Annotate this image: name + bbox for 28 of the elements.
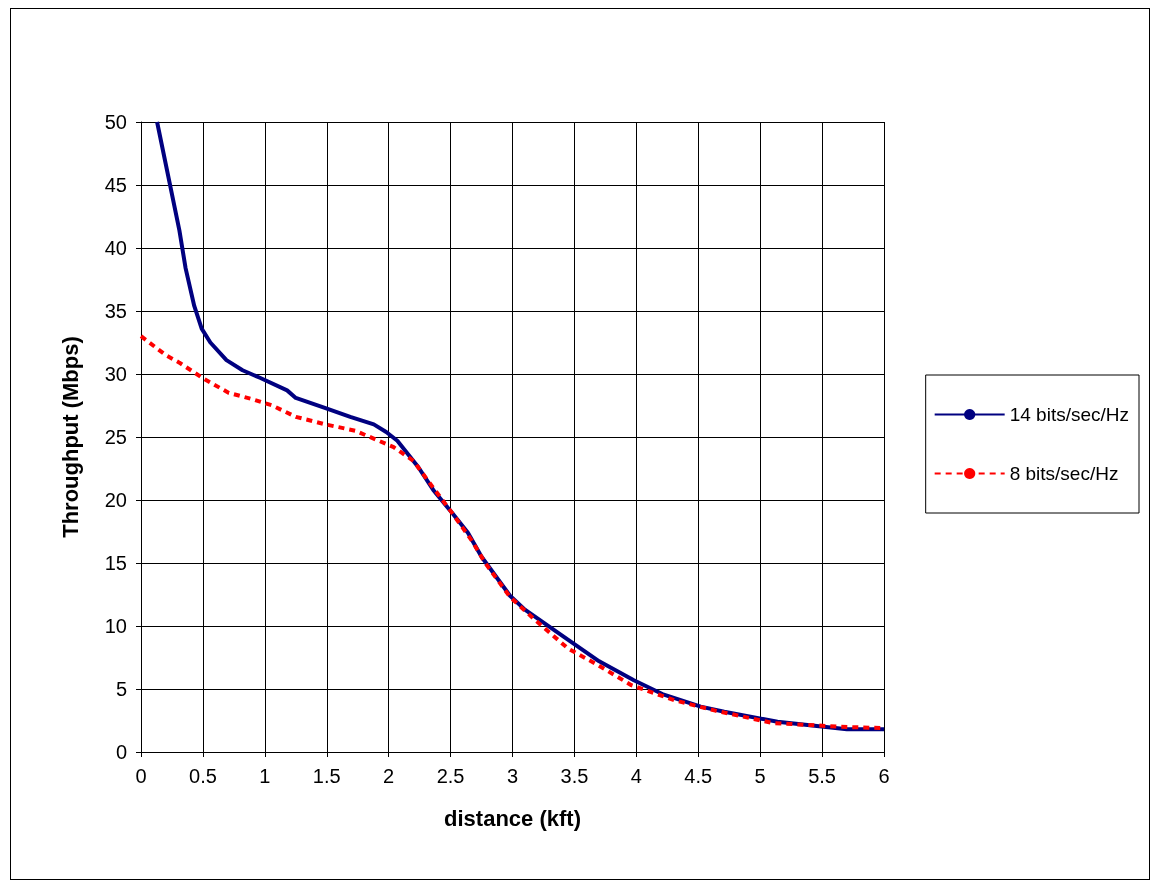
x-tick-label: 5 — [754, 765, 766, 787]
y-tick-label: 35 — [104, 300, 127, 322]
y-tick-label: 30 — [104, 363, 127, 385]
x-tick-label: 3.5 — [560, 765, 589, 787]
x-tick-label: 0.5 — [189, 765, 217, 787]
legend-label: 8 bits/sec/Hz — [1009, 463, 1119, 484]
y-tick-label: 45 — [104, 174, 127, 196]
legend-label: 14 bits/sec/Hz — [1009, 404, 1129, 425]
x-tick-label: 1 — [259, 765, 271, 787]
x-axis-title: distance (kft) — [444, 805, 581, 831]
x-tick-label: 2.5 — [436, 765, 465, 787]
x-tick-label: 4 — [630, 765, 642, 787]
x-tick-label: 4.5 — [684, 765, 713, 787]
y-tick-label: 0 — [115, 741, 127, 763]
x-tick-label: 1.5 — [312, 765, 341, 787]
y-tick-label: 20 — [104, 489, 127, 511]
x-tick-label: 5.5 — [808, 765, 836, 787]
y-tick-label: 5 — [115, 678, 127, 700]
x-tick-label: 2 — [383, 765, 395, 787]
y-tick-label: 10 — [104, 615, 127, 637]
y-tick-label: 25 — [104, 426, 127, 448]
y-axis-title: Throughput (Mbps) — [57, 336, 83, 538]
x-tick-label: 3 — [506, 765, 519, 787]
x-tick-label: 0 — [135, 765, 147, 787]
y-tick-label: 50 — [104, 111, 127, 133]
y-tick-label: 15 — [104, 552, 127, 574]
x-tick-label: 6 — [878, 765, 890, 787]
y-tick-label: 40 — [104, 237, 127, 259]
